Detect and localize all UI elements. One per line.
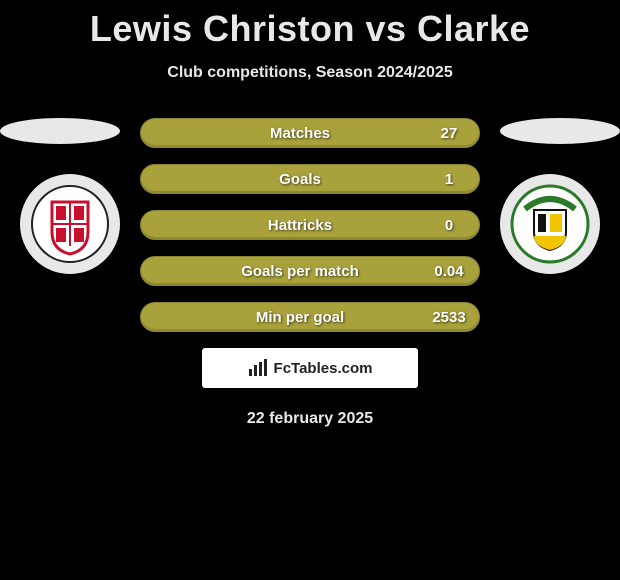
bar-chart-icon xyxy=(248,359,268,377)
stat-value: 1 xyxy=(419,171,479,188)
stat-bars: Matches 27 Goals 1 Hattricks 0 Goals per… xyxy=(140,118,480,332)
comparison-subtitle: Club competitions, Season 2024/2025 xyxy=(0,64,620,82)
left-ellipse xyxy=(0,118,120,144)
stat-value: 0.04 xyxy=(419,263,479,280)
right-club-badge xyxy=(500,174,600,274)
stat-bar-hattricks: Hattricks 0 xyxy=(140,210,480,240)
comparison-date: 22 february 2025 xyxy=(0,410,620,428)
solihull-crest-icon xyxy=(510,184,590,264)
comparison-stage: Matches 27 Goals 1 Hattricks 0 Goals per… xyxy=(0,118,620,428)
stat-bar-goals: Goals 1 xyxy=(140,164,480,194)
right-ellipse xyxy=(500,118,620,144)
stat-bar-matches: Matches 27 xyxy=(140,118,480,148)
stat-label: Min per goal xyxy=(141,309,419,326)
stat-label: Hattricks xyxy=(141,217,419,234)
stat-label: Goals xyxy=(141,171,419,188)
stat-bar-min-per-goal: Min per goal 2533 xyxy=(140,302,480,332)
stat-value: 2533 xyxy=(419,309,479,326)
stat-value: 27 xyxy=(419,125,479,142)
brand-box[interactable]: FcTables.com xyxy=(202,348,418,388)
stat-label: Matches xyxy=(141,125,419,142)
stat-value: 0 xyxy=(419,217,479,234)
woking-crest-icon xyxy=(30,184,110,264)
brand-label: FcTables.com xyxy=(274,360,373,377)
left-club-badge xyxy=(20,174,120,274)
stat-bar-goals-per-match: Goals per match 0.04 xyxy=(140,256,480,286)
stat-label: Goals per match xyxy=(141,263,419,280)
comparison-title: Lewis Christon vs Clarke xyxy=(0,0,620,50)
